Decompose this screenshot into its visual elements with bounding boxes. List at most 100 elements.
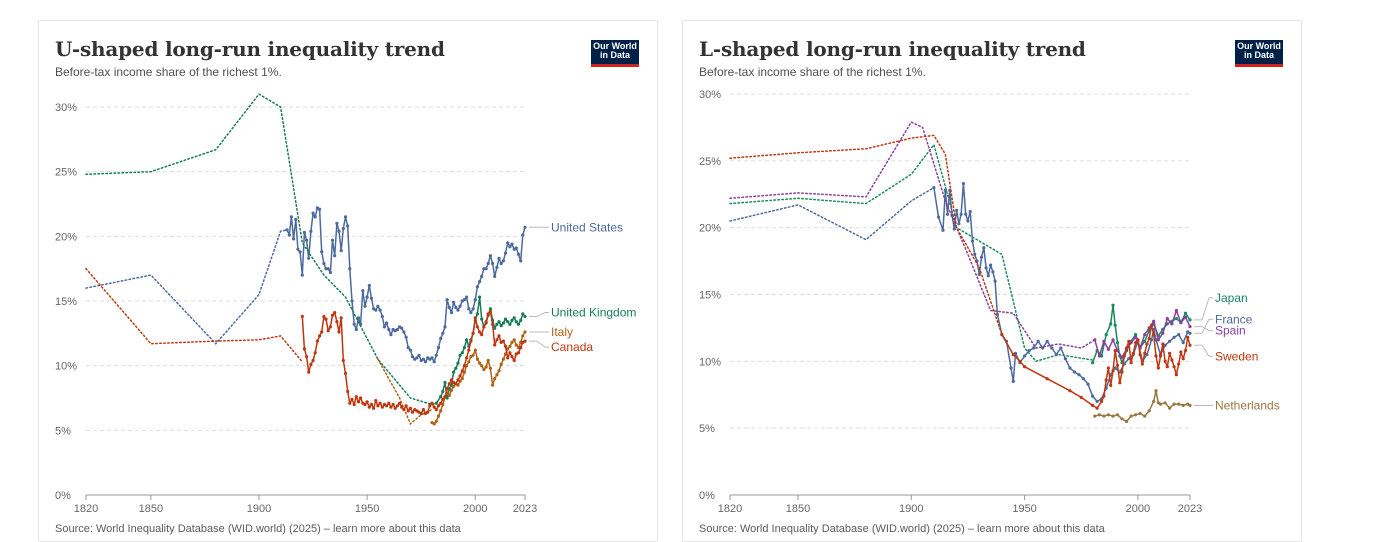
data-point [1115, 341, 1120, 345]
data-point [1106, 413, 1110, 417]
series-netherlands[interactable]: Netherlands [1093, 389, 1280, 424]
data-point [335, 320, 339, 324]
data-point [1102, 339, 1106, 343]
series-sweden[interactable]: Sweden [729, 134, 1258, 410]
data-point [1100, 354, 1104, 358]
owid-logo[interactable]: Our World in Data [591, 40, 639, 67]
data-point [955, 208, 959, 212]
data-point [445, 298, 449, 302]
series-label[interactable]: United States [551, 220, 623, 234]
data-point [1152, 399, 1156, 403]
x-tick-label: 1850 [786, 503, 810, 515]
data-point [1181, 403, 1185, 407]
data-point [415, 356, 419, 360]
series-label[interactable]: United Kingdom [551, 306, 636, 320]
series-line-dotted [729, 121, 1096, 349]
data-point [484, 320, 488, 324]
data-point [387, 327, 391, 332]
data-point [486, 312, 490, 316]
data-point [510, 340, 514, 344]
data-point [1109, 383, 1113, 387]
data-point [434, 419, 438, 423]
series-label[interactable]: Canada [551, 340, 593, 354]
series-canada[interactable]: Canada [85, 267, 593, 416]
data-point [467, 307, 471, 311]
data-point [361, 289, 365, 293]
data-point [1147, 409, 1151, 413]
data-point [428, 404, 432, 408]
data-point [465, 338, 469, 342]
owid-logo[interactable]: Our World in Data [1235, 40, 1283, 67]
y-tick-label: 25% [699, 156, 721, 168]
data-point [941, 228, 945, 232]
series-label[interactable]: Netherlands [1215, 398, 1280, 412]
x-tick-label: 2023 [1178, 503, 1202, 515]
data-point [426, 410, 430, 414]
data-point [454, 305, 458, 310]
data-point [495, 265, 499, 269]
data-point [382, 325, 386, 329]
data-point [1156, 366, 1160, 370]
data-point [385, 404, 389, 408]
l-shaped-line-chart[interactable]: 0% 5% 10% 15% 20% 25% 30% 1820 1850 1900 1950 2000 2… [683, 21, 1301, 541]
series-label[interactable]: Japan [1215, 291, 1248, 305]
data-point [1181, 341, 1185, 345]
data-point [1115, 363, 1120, 367]
u-shaped-line-chart[interactable]: 0% 5% 10% 15% 20% 25% 30% 1820 1850 1900 1950 2000 2… [39, 21, 657, 541]
data-point [441, 331, 445, 335]
data-point [506, 241, 510, 245]
series-line-dotted [377, 358, 433, 426]
data-point [445, 387, 449, 391]
data-point [523, 314, 527, 319]
x-tick-label: 1950 [355, 503, 379, 515]
data-point [298, 250, 302, 254]
data-point [328, 270, 332, 275]
data-point [473, 348, 477, 352]
data-point [1161, 331, 1165, 335]
series-united-kingdom[interactable]: United Kingdom [85, 93, 636, 406]
data-point [973, 252, 977, 256]
series-label[interactable]: Sweden [1215, 349, 1258, 363]
data-point [1072, 370, 1076, 374]
series-united-states[interactable]: United States [85, 206, 623, 364]
series-line [1001, 324, 1191, 409]
data-point [385, 321, 389, 325]
data-point [389, 333, 393, 337]
data-point [495, 373, 499, 377]
series-label[interactable]: Italy [551, 325, 573, 339]
series-japan[interactable]: Japan [729, 143, 1248, 365]
data-point [330, 313, 335, 317]
label-leader-line [1194, 344, 1213, 357]
series-label[interactable]: Spain [1215, 324, 1246, 338]
data-point [959, 212, 963, 216]
data-point [456, 361, 460, 365]
data-point [1149, 323, 1154, 327]
data-point [439, 395, 443, 399]
data-point [991, 270, 995, 274]
data-point [343, 371, 348, 375]
data-point [1113, 323, 1117, 327]
data-point [506, 320, 510, 324]
data-point [482, 267, 486, 271]
data-point [486, 358, 490, 363]
data-point [514, 320, 518, 324]
data-point [1163, 359, 1167, 363]
data-point [1188, 403, 1192, 407]
data-point [1183, 349, 1188, 353]
data-point [1077, 373, 1081, 377]
data-point [1170, 322, 1174, 326]
data-point [480, 364, 484, 368]
data-point [968, 210, 972, 214]
data-point [408, 406, 412, 410]
data-point [961, 182, 965, 186]
data-point [493, 377, 497, 381]
data-point [945, 212, 950, 216]
series-label[interactable]: France [1215, 312, 1253, 326]
data-point [462, 298, 466, 302]
data-point [508, 344, 512, 348]
series-spain[interactable]: Spain [729, 121, 1246, 359]
series-italy[interactable]: Italy [377, 325, 573, 426]
y-tick-label: 0% [699, 490, 715, 502]
data-point [1120, 417, 1124, 421]
chart-title: L-shaped long-run inequality trend [699, 37, 1086, 61]
